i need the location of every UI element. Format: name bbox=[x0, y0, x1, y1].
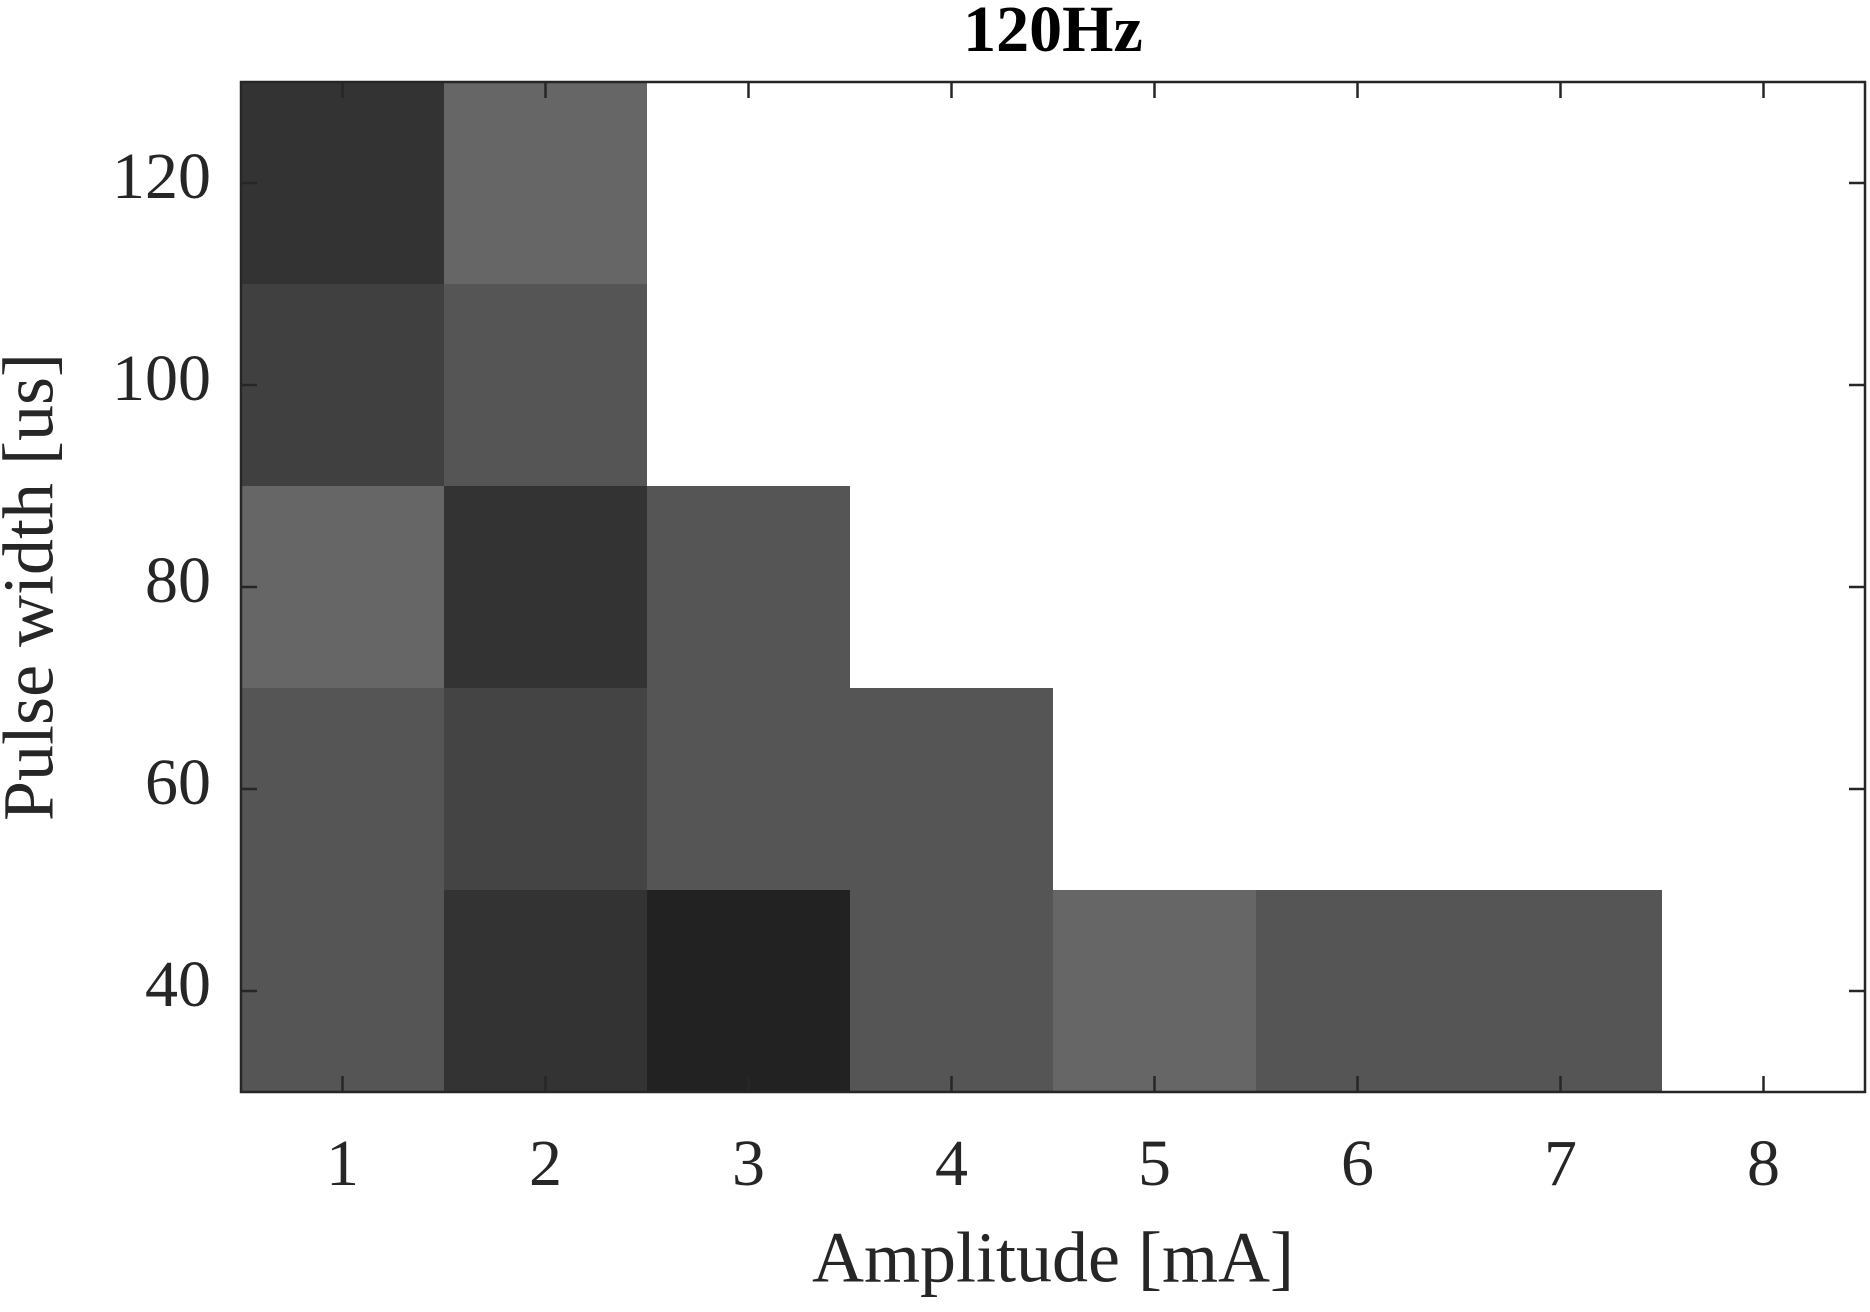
y-tick-label: 100 bbox=[112, 342, 211, 415]
heatmap-cell bbox=[1459, 890, 1662, 1092]
heatmap-cell bbox=[1256, 890, 1459, 1092]
x-tick-label: 2 bbox=[529, 1127, 562, 1200]
y-tick-label: 60 bbox=[145, 746, 211, 819]
heatmap-cell bbox=[444, 688, 647, 890]
x-tick-label: 6 bbox=[1341, 1127, 1374, 1200]
x-tick-label: 8 bbox=[1747, 1127, 1780, 1200]
x-axis-label: Amplitude [mA] bbox=[812, 1218, 1294, 1298]
heatmap-cell bbox=[241, 284, 444, 486]
heatmap-cell bbox=[647, 688, 850, 890]
heatmap-cell bbox=[241, 486, 444, 688]
heatmap-cell bbox=[444, 486, 647, 688]
y-tick-label: 120 bbox=[112, 140, 211, 213]
x-tick-label: 7 bbox=[1544, 1127, 1577, 1200]
heatmap-cell bbox=[444, 82, 647, 284]
y-axis-label: Pulse width [us] bbox=[0, 353, 69, 821]
heatmap-cell bbox=[647, 890, 850, 1092]
y-tick-label: 80 bbox=[145, 544, 211, 617]
heatmap-cell bbox=[850, 890, 1053, 1092]
heatmap-cell bbox=[241, 82, 444, 284]
x-tick-label: 3 bbox=[732, 1127, 765, 1200]
chart-title: 120Hz bbox=[963, 0, 1143, 66]
heatmap-cell bbox=[647, 486, 850, 688]
x-tick-label: 4 bbox=[935, 1127, 968, 1200]
heatmap-cell bbox=[241, 688, 444, 890]
x-tick-label: 5 bbox=[1138, 1127, 1171, 1200]
heatmap-cell bbox=[1053, 890, 1256, 1092]
heatmap-cell bbox=[850, 688, 1053, 890]
heatmap-cell bbox=[444, 284, 647, 486]
heatmap-cell bbox=[444, 890, 647, 1092]
y-tick-label: 40 bbox=[145, 948, 211, 1021]
x-tick-label: 1 bbox=[326, 1127, 359, 1200]
heatmap-cell bbox=[241, 890, 444, 1092]
